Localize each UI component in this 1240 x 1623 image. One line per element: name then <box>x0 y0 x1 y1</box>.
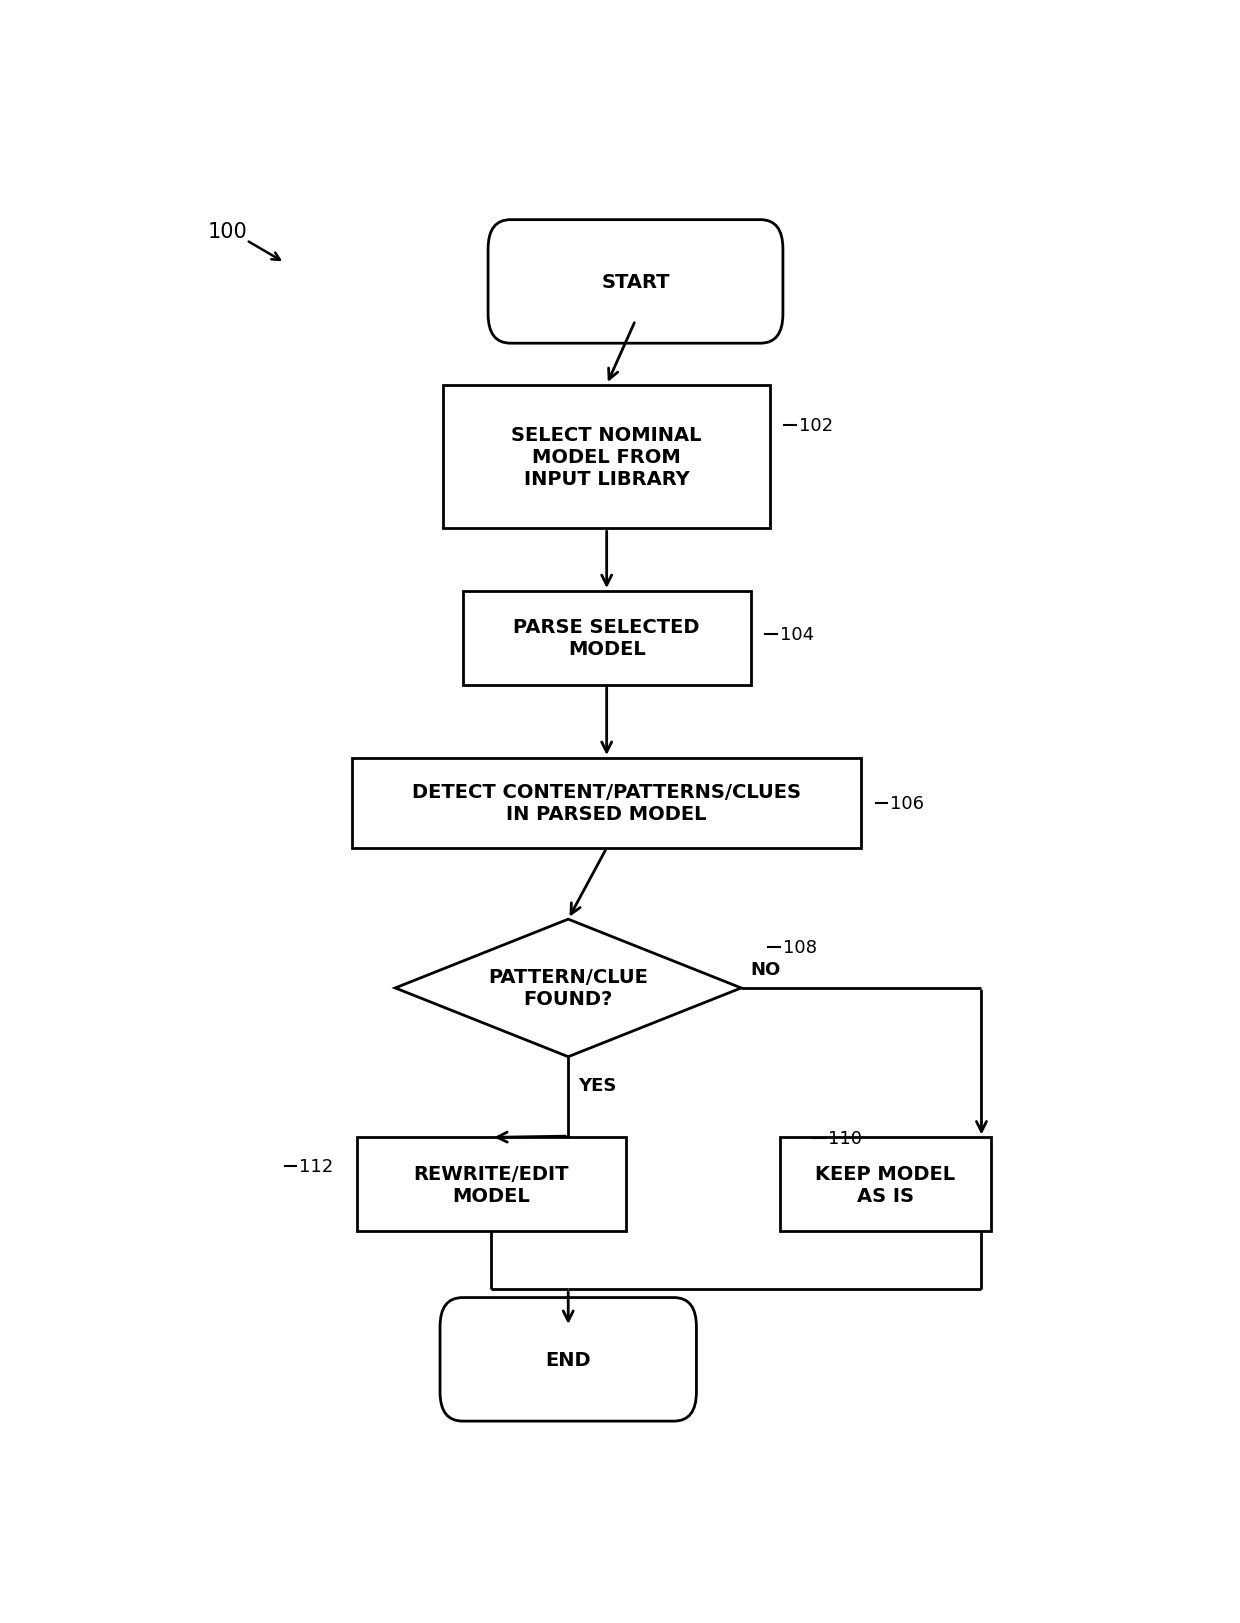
Text: YES: YES <box>578 1076 616 1094</box>
Text: PARSE SELECTED
MODEL: PARSE SELECTED MODEL <box>513 618 699 659</box>
Text: 104: 104 <box>780 625 813 644</box>
Text: DETECT CONTENT/PATTERNS/CLUES
IN PARSED MODEL: DETECT CONTENT/PATTERNS/CLUES IN PARSED … <box>412 782 801 824</box>
Text: 106: 106 <box>890 794 924 813</box>
Text: 100: 100 <box>208 222 248 242</box>
Text: PATTERN/CLUE
FOUND?: PATTERN/CLUE FOUND? <box>489 967 649 1010</box>
FancyBboxPatch shape <box>489 221 782 344</box>
Text: KEEP MODEL
AS IS: KEEP MODEL AS IS <box>815 1164 956 1204</box>
Text: END: END <box>546 1350 591 1368</box>
Text: 108: 108 <box>782 938 816 956</box>
Bar <box>357 1138 626 1232</box>
Text: REWRITE/EDIT
MODEL: REWRITE/EDIT MODEL <box>414 1164 569 1204</box>
Text: START: START <box>601 273 670 292</box>
Bar <box>780 1138 991 1232</box>
Text: 112: 112 <box>299 1157 334 1175</box>
Text: NO: NO <box>751 961 781 979</box>
Text: SELECT NOMINAL
MODEL FROM
INPUT LIBRARY: SELECT NOMINAL MODEL FROM INPUT LIBRARY <box>511 425 702 489</box>
Text: 110: 110 <box>828 1130 862 1147</box>
Text: 102: 102 <box>799 417 833 435</box>
Bar <box>463 591 750 685</box>
Polygon shape <box>396 920 742 1057</box>
Bar <box>444 385 770 529</box>
Bar <box>352 758 862 849</box>
FancyBboxPatch shape <box>440 1298 697 1422</box>
